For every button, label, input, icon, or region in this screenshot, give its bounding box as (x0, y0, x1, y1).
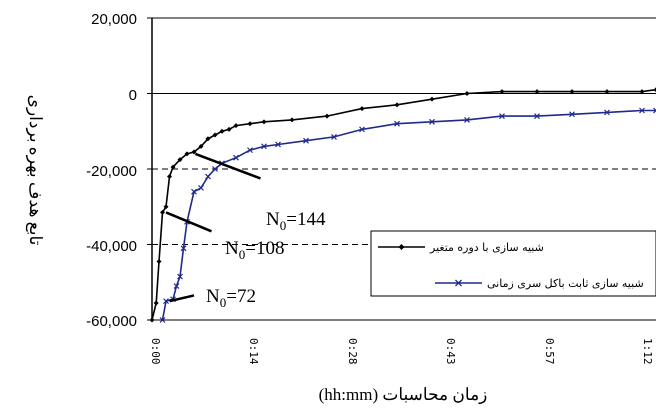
y-axis-title: تابع هدف بهره برداری (25, 95, 45, 246)
legend-x-icon (455, 279, 462, 287)
data-point (464, 117, 470, 123)
data-point (177, 273, 183, 280)
data-point (639, 107, 645, 114)
annotation-n144: N0=144 (266, 209, 326, 233)
y-tick-label: -60,000 (86, 313, 137, 330)
x-tick-label: 0:43 (444, 338, 457, 365)
data-point (198, 143, 204, 149)
data-point (289, 117, 295, 123)
x-tick-label: 0:14 (247, 338, 260, 365)
data-point (233, 123, 239, 129)
data-point (191, 149, 197, 155)
data-point (247, 121, 253, 127)
data-point (212, 166, 218, 172)
data-point (653, 107, 656, 114)
data-point (359, 106, 365, 112)
data-point (499, 89, 505, 95)
data-point (429, 96, 435, 102)
legend-diamond-icon (398, 244, 405, 250)
data-point (464, 91, 470, 96)
series-line (151, 88, 656, 321)
x-tick-label: 0:57 (543, 338, 556, 365)
y-tick-label: -40,000 (86, 238, 137, 255)
data-point (331, 133, 337, 140)
data-point (324, 113, 330, 119)
data-point (499, 113, 505, 120)
legend-box (370, 230, 656, 297)
x-tick-labels: 0:00 0:14 0:28 0:43 0:57 1:12 (149, 338, 654, 365)
data-point (261, 143, 267, 150)
data-point (163, 298, 169, 305)
data-point (303, 137, 309, 144)
data-point (604, 89, 610, 95)
data-point (153, 300, 159, 306)
data-point (394, 102, 400, 108)
data-point (184, 151, 190, 157)
annotation-line-n108 (165, 211, 212, 233)
x-tick-label: 0:00 (149, 338, 162, 365)
data-point (639, 89, 645, 95)
annotations: N0=144 N0=108 N0=72 (165, 152, 326, 310)
y-tick-label: 20,000 (91, 11, 137, 28)
data-point (219, 128, 225, 134)
data-point (569, 89, 575, 95)
data-point (173, 283, 180, 289)
data-point (653, 87, 656, 93)
annotation-n72: N0=72 (206, 286, 256, 310)
x-axis-title: زمان محاسبات (hh:mm) (319, 385, 488, 405)
legend-label-variable: شبیه سازی با دوره متغیر (429, 241, 544, 254)
legend-label-fixed: شبیه سازی ثابت باکل سری زمانی (487, 277, 644, 290)
legend: شبیه سازی با دوره متغیر شبیه سازی ثابت ب… (370, 230, 656, 297)
data-point (163, 204, 169, 210)
data-point (534, 113, 540, 120)
data-point (167, 174, 172, 180)
data-point (205, 136, 211, 142)
annotation-line-n144 (194, 152, 261, 180)
data-point (604, 109, 610, 116)
annotation-line-n72 (169, 294, 195, 303)
data-point (226, 126, 232, 132)
data-point (359, 126, 365, 133)
data-point (205, 173, 211, 180)
data-point (177, 157, 183, 163)
x-tick-label: 1:12 (641, 338, 654, 365)
data-point (159, 317, 166, 323)
data-point (170, 164, 176, 170)
data-point (534, 89, 540, 95)
y-tick-label: 0 (129, 87, 137, 104)
data-point (212, 132, 218, 138)
data-point (180, 245, 187, 252)
x-tick-label: 0:28 (346, 338, 359, 365)
data-point (233, 154, 239, 161)
data-point (429, 118, 435, 125)
series-line (161, 109, 656, 321)
data-point (149, 317, 155, 323)
data-point (247, 147, 253, 154)
data-point (275, 141, 281, 148)
annotation-n108: N0=108 (225, 238, 284, 262)
data-point (394, 120, 400, 127)
data-point (569, 111, 575, 118)
data-point (160, 209, 165, 215)
series-0 (149, 87, 656, 323)
data-point (261, 119, 267, 125)
y-tick-label: -20,000 (86, 163, 137, 180)
data-point (198, 184, 204, 191)
data-point (156, 258, 162, 264)
data-point (191, 188, 197, 195)
